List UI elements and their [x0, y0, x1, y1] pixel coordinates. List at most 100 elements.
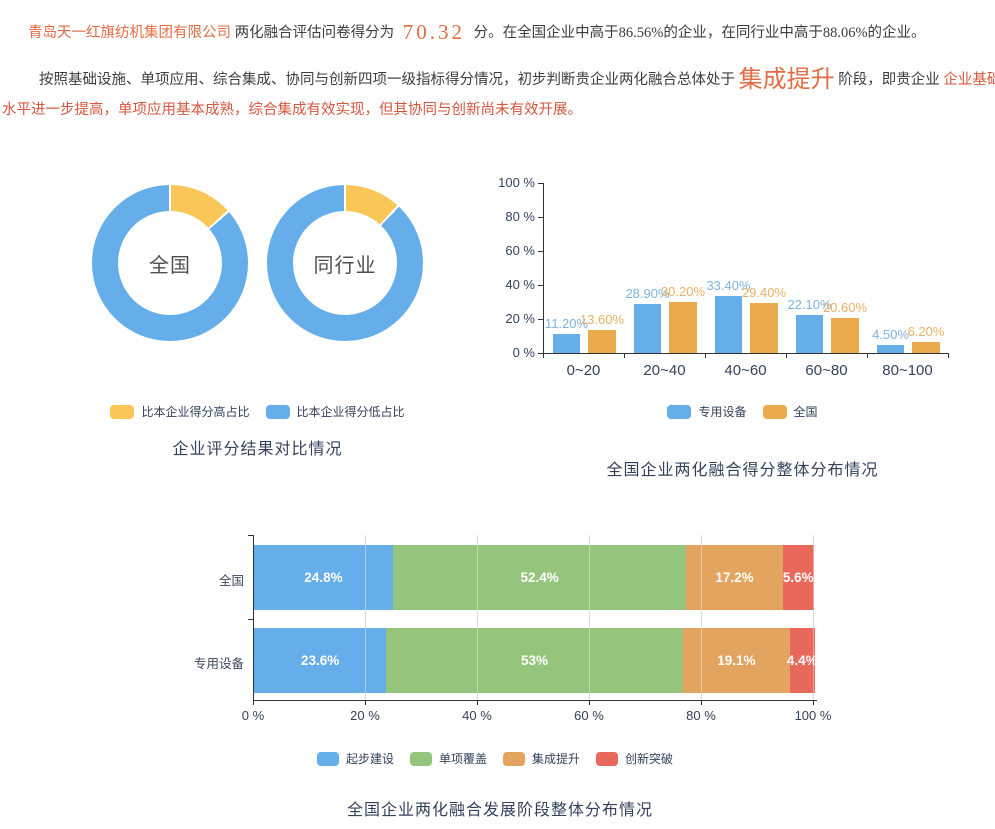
segment-单项覆盖-1[interactable]: 53%: [386, 628, 683, 693]
legend-item-2[interactable]: 集成提升: [503, 750, 580, 767]
grid-line: [813, 535, 814, 700]
x-axis-tick: [786, 353, 787, 358]
y-axis-tick: [248, 535, 253, 536]
grid-overlay-line: [813, 545, 814, 610]
donut-legend: 比本企业得分高占比 比本企业得分低占比: [55, 403, 460, 420]
segment-value-label: 19.1%: [717, 653, 756, 668]
y-axis-line: [543, 183, 544, 354]
bar-chart-legend: 专用设备 全国: [490, 403, 995, 420]
segment-value-label: 17.2%: [715, 570, 754, 585]
y-axis-line: [253, 535, 254, 700]
segment-创新突破-1[interactable]: 4.4%: [786, 628, 818, 693]
legend-item-1[interactable]: 全国: [762, 403, 818, 420]
bar-value-label: 33.40%: [706, 278, 751, 294]
y-axis-label: 100 %: [498, 175, 535, 190]
donut-ring-0[interactable]: 全国: [92, 185, 248, 341]
stage-paragraph-line1: 按照基础设施、单项应用、综合集成、协同与创新四项一级指标得分情况，初步判断贵企业…: [39, 67, 995, 93]
y-axis-tick: [538, 183, 543, 184]
bar-全国-4[interactable]: [912, 342, 940, 353]
segment-起步建设-1[interactable]: 23.6%: [254, 628, 387, 693]
bar-chart-title: 全国企业两化融合得分整体分布情况: [606, 462, 879, 479]
bar-全国-3[interactable]: [831, 317, 859, 353]
grid-overlay-line: [701, 545, 702, 610]
grid-overlay-line: [477, 545, 478, 610]
bar-全国-2[interactable]: [750, 303, 778, 353]
legend-swatch: [316, 751, 339, 766]
legend-item-3[interactable]: 创新突破: [596, 750, 673, 767]
legend-item-0[interactable]: 比本企业得分高占比: [110, 403, 250, 420]
legend-swatch: [667, 404, 692, 419]
x-category-label: 0~20: [566, 362, 601, 379]
bar-value-label: 28.90%: [625, 285, 670, 301]
donut-center-label: 全国: [118, 211, 222, 315]
x-axis-tick: [867, 353, 868, 358]
score-intro-text: 两化融合评估问卷得分为: [234, 25, 395, 41]
x-axis-line: [253, 700, 817, 701]
bar-value-label: 6.20%: [907, 324, 945, 340]
bar-value-label: 29.40%: [741, 285, 787, 301]
x-axis-label: 80 %: [686, 708, 716, 723]
stage-mid-text: 阶段，即贵企业: [838, 72, 940, 88]
x-axis-tick: [589, 700, 590, 705]
row-category-label: 全国: [218, 573, 244, 588]
bar-value-label: 20.60%: [822, 299, 868, 315]
bar-全国-1[interactable]: [669, 301, 697, 353]
stacked-chart-title: 全国企业两化融合发展阶段整体分布情况: [346, 802, 653, 819]
x-axis-label: 20 %: [350, 708, 380, 723]
bar-专用设备-2[interactable]: [715, 296, 742, 353]
legend-label: 创新突破: [625, 752, 674, 766]
bar-value-label: 30.20%: [660, 283, 706, 299]
bar-value-label: 11.20%: [544, 315, 589, 331]
bar-value-label: 4.50%: [872, 327, 909, 343]
y-axis-tick: [538, 319, 543, 320]
bar-专用设备-4[interactable]: [877, 345, 904, 353]
x-category-label: 80~100: [882, 362, 933, 379]
x-axis-tick: [705, 353, 706, 358]
legend-swatch: [265, 404, 290, 419]
bar-专用设备-0[interactable]: [553, 333, 580, 353]
legend-label: 比本企业得分高占比: [141, 405, 250, 419]
stacked-chart-legend: 起步建设 单项覆盖 集成提升 创新突破: [180, 750, 810, 767]
bar-全国-0[interactable]: [588, 329, 616, 353]
legend-item-0[interactable]: 起步建设: [316, 750, 394, 767]
y-axis-tick: [538, 285, 543, 286]
bar-value-label: 22.10%: [787, 297, 832, 313]
segment-单项覆盖-0[interactable]: 52.4%: [392, 545, 687, 610]
donut-chart: 比本企业得分高占比 比本企业得分低占比 企业评分结果对比情况 全国 同行业: [55, 183, 460, 478]
y-axis-label: 20 %: [505, 311, 535, 326]
bar-专用设备-3[interactable]: [796, 315, 823, 353]
bar-专用设备-1[interactable]: [634, 303, 661, 353]
grid-overlay-line: [589, 628, 590, 693]
x-axis-tick: [701, 700, 702, 705]
segment-集成提升-1[interactable]: 19.1%: [682, 628, 790, 693]
score-distribution-bar-chart: 专用设备 全国 全国企业两化融合得分整体分布情况 0 % 20 % 40 % 60 % 8…: [490, 170, 995, 482]
segment-集成提升-0[interactable]: 17.2%: [686, 545, 783, 610]
legend-item-1[interactable]: 比本企业得分低占比: [265, 403, 405, 420]
legend-item-0[interactable]: 专用设备: [667, 403, 747, 420]
legend-label: 全国: [793, 405, 818, 419]
y-axis-label: 60 %: [505, 243, 535, 258]
stage-lead-text: 按照基础设施、单项应用、综合集成、协同与创新四项一级指标得分情况，初步判断贵企业…: [39, 72, 735, 88]
x-axis-label: 40 %: [462, 708, 492, 723]
bar-value-label: 13.60%: [579, 311, 625, 327]
grid-line: [477, 535, 478, 700]
row-category-label: 专用设备: [193, 656, 244, 671]
segment-创新突破-0[interactable]: 5.6%: [782, 545, 814, 610]
segment-value-label: 52.4%: [520, 570, 559, 585]
x-axis-tick: [365, 700, 366, 705]
segment-value-label: 4.4%: [786, 653, 818, 668]
x-axis-label: 60 %: [574, 708, 604, 723]
x-axis-tick: [624, 353, 625, 358]
grid-overlay-line: [365, 545, 366, 610]
grid-overlay-line: [813, 628, 814, 693]
legend-item-1[interactable]: 单项覆盖: [409, 750, 487, 767]
legend-swatch: [762, 404, 787, 419]
grid-line: [365, 535, 366, 700]
stage-name: 集成提升: [738, 67, 835, 93]
x-category-label: 20~40: [643, 362, 686, 379]
segment-value-label: 53%: [521, 653, 549, 668]
score-value: 70.32: [402, 20, 465, 44]
company-name: 青岛天一红旗纺机集团有限公司: [28, 25, 231, 41]
donut-ring-1[interactable]: 同行业: [267, 185, 423, 341]
segment-起步建设-0[interactable]: 24.8%: [254, 545, 393, 610]
